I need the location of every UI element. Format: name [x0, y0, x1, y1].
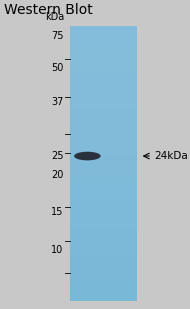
Bar: [70, 154, 137, 164]
Bar: [70, 182, 137, 191]
Bar: [70, 237, 137, 246]
Bar: [70, 191, 137, 201]
Text: 15: 15: [51, 207, 64, 217]
Bar: [70, 265, 137, 274]
Bar: [70, 26, 137, 301]
Bar: [70, 26, 137, 36]
Bar: [70, 81, 137, 91]
Bar: [70, 246, 137, 256]
Bar: [70, 72, 137, 81]
Bar: [70, 146, 137, 154]
Bar: [70, 164, 137, 173]
Text: 25: 25: [51, 151, 64, 161]
Bar: [70, 210, 137, 219]
Text: 37: 37: [51, 97, 64, 107]
Bar: [70, 36, 137, 44]
Bar: [70, 63, 137, 72]
Bar: [70, 256, 137, 265]
Bar: [70, 201, 137, 210]
Text: 10: 10: [51, 245, 64, 255]
Ellipse shape: [74, 152, 101, 160]
Bar: [70, 99, 137, 109]
Bar: [70, 283, 137, 292]
Bar: [70, 109, 137, 118]
Bar: [70, 173, 137, 182]
Bar: [70, 292, 137, 301]
Bar: [70, 228, 137, 237]
Bar: [70, 127, 137, 136]
Text: kDa: kDa: [45, 12, 65, 22]
Bar: [70, 54, 137, 63]
Text: 20: 20: [51, 170, 64, 180]
Text: 24kDa: 24kDa: [154, 151, 188, 161]
Text: Western Blot: Western Blot: [4, 3, 93, 17]
Text: 50: 50: [51, 63, 64, 73]
Bar: [70, 136, 137, 146]
Text: 75: 75: [51, 31, 64, 40]
Bar: [70, 219, 137, 228]
Bar: [70, 118, 137, 127]
Bar: [70, 274, 137, 283]
Bar: [70, 44, 137, 54]
Bar: [70, 91, 137, 99]
